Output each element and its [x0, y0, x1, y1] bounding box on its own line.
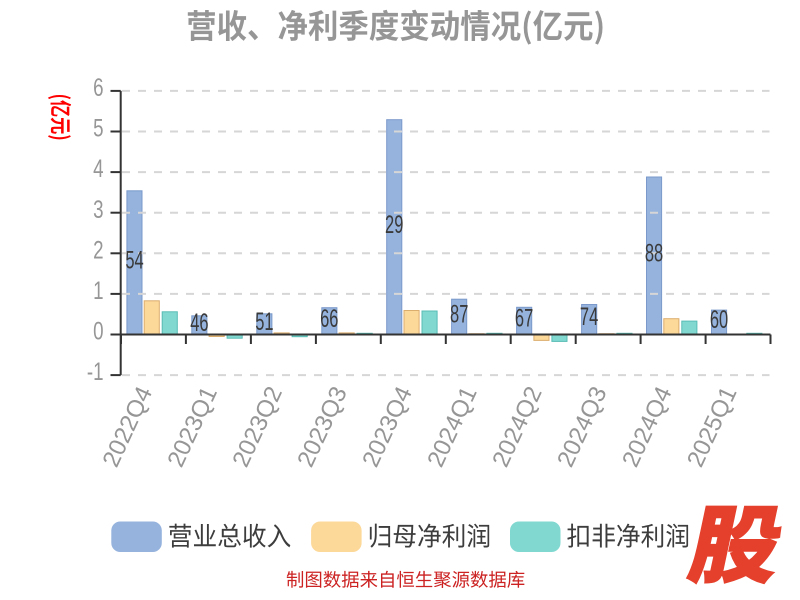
- svg-text:2: 2: [93, 236, 103, 264]
- svg-text:6: 6: [93, 73, 103, 101]
- svg-text:3: 3: [93, 195, 103, 223]
- svg-text:4: 4: [93, 155, 103, 183]
- svg-text:51: 51: [255, 309, 273, 336]
- svg-text:66: 66: [320, 306, 338, 333]
- svg-text:87: 87: [450, 301, 468, 328]
- svg-text:1: 1: [93, 276, 103, 304]
- svg-text:67: 67: [515, 305, 533, 332]
- svg-text:88: 88: [645, 240, 663, 267]
- svg-text:46: 46: [190, 310, 208, 337]
- svg-text:60: 60: [710, 307, 728, 334]
- svg-text:29: 29: [385, 212, 403, 239]
- svg-text:54: 54: [125, 247, 144, 274]
- svg-text:74: 74: [580, 304, 599, 331]
- svg-text:0: 0: [93, 317, 103, 345]
- svg-text:5: 5: [93, 114, 103, 142]
- svg-text:-1: -1: [87, 358, 104, 386]
